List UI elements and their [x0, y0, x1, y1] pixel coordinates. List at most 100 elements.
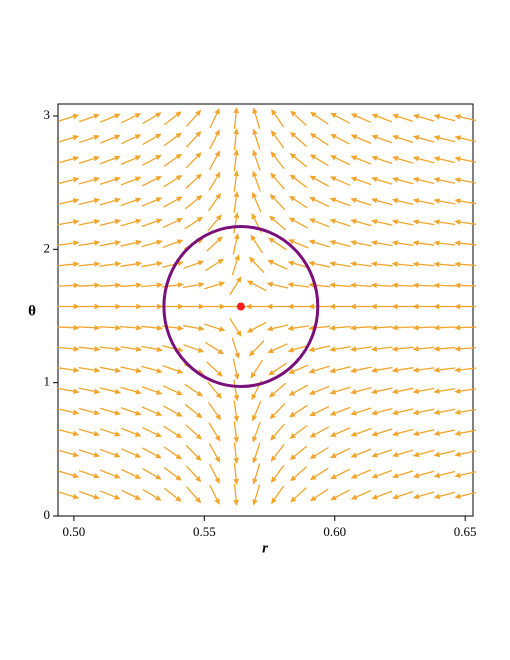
arrow-head — [392, 472, 399, 479]
arrow-shaft — [141, 386, 158, 393]
field-arrow — [252, 484, 261, 506]
arrow-shaft — [418, 221, 435, 226]
arrow-shaft — [439, 408, 456, 413]
arrow-shaft — [120, 199, 137, 207]
arrow-shaft — [273, 197, 286, 211]
arrow-shaft — [335, 136, 351, 145]
arrow-shaft — [120, 346, 137, 350]
field-arrow — [288, 364, 309, 374]
arrow-head — [155, 218, 163, 224]
field-arrow — [454, 156, 477, 163]
arrow-shaft — [207, 381, 219, 395]
arrow-head — [270, 151, 277, 158]
arrow-shaft — [78, 136, 95, 144]
field-arrow — [209, 464, 220, 484]
arrow-shaft — [120, 407, 137, 414]
field-arrow — [163, 487, 182, 502]
field-arrow — [141, 218, 163, 228]
arrow-shaft — [439, 137, 456, 143]
arrow-head — [371, 113, 379, 119]
field-arrow — [270, 151, 285, 170]
arrow-head — [371, 176, 378, 183]
arrow-shaft — [183, 344, 199, 351]
arrow-head — [433, 282, 440, 289]
field-arrow — [392, 470, 414, 479]
field-arrow — [412, 491, 435, 500]
arrow-shaft — [99, 448, 116, 456]
field-arrow — [229, 276, 242, 296]
arrow-head — [289, 411, 296, 418]
arrow-head — [329, 389, 337, 395]
field-arrow — [57, 177, 80, 185]
arrow-shaft — [272, 324, 289, 330]
arrow-head — [391, 409, 399, 416]
arrow-shaft — [355, 490, 372, 498]
field-arrow — [245, 303, 268, 310]
y-tick-label: 2 — [44, 240, 51, 255]
field-arrow — [329, 218, 351, 227]
field-arrow — [412, 261, 435, 268]
arrow-shaft — [355, 366, 372, 371]
arrow-head — [195, 152, 202, 159]
arrow-head — [93, 155, 101, 162]
arrow-shaft — [78, 326, 95, 329]
arrow-head — [392, 113, 399, 120]
arrow-shaft — [99, 469, 116, 477]
field-arrow — [309, 446, 329, 459]
arrow-head — [391, 324, 398, 331]
arrow-head — [289, 433, 296, 439]
arrow-head — [391, 388, 399, 395]
field-arrow — [99, 469, 121, 479]
arrow-head — [350, 431, 358, 437]
arrow-shaft — [206, 361, 219, 374]
field-arrow — [233, 484, 239, 507]
arrow-head — [412, 261, 419, 268]
field-arrow — [121, 489, 142, 500]
arrow-head — [93, 176, 101, 183]
field-arrow — [309, 426, 330, 438]
arrow-shaft — [120, 284, 137, 288]
arrow-shaft — [376, 221, 393, 226]
arrow-shaft — [397, 200, 414, 205]
arrow-head — [215, 413, 222, 421]
field-arrow — [99, 176, 121, 186]
arrow-shaft — [99, 115, 116, 123]
field-arrow — [329, 197, 351, 207]
arrow-shaft — [314, 114, 329, 125]
arrow-shaft — [293, 177, 308, 189]
field-arrow — [99, 113, 121, 123]
field-arrow — [251, 191, 262, 213]
arrow-shaft — [99, 346, 116, 350]
arrow-head — [433, 177, 440, 183]
field-arrow — [266, 281, 289, 289]
arrow-head — [412, 346, 419, 352]
arrow-shaft — [99, 263, 116, 267]
arrow-head — [350, 134, 358, 140]
field-arrow — [141, 345, 163, 353]
arrow-shaft — [460, 221, 477, 225]
arrow-head — [73, 303, 80, 310]
arrow-head — [268, 369, 275, 376]
arrow-head — [197, 347, 205, 353]
field-arrow — [433, 388, 456, 394]
arrow-head — [114, 134, 121, 140]
arrow-shaft — [207, 218, 219, 232]
field-arrow — [142, 154, 162, 166]
field-arrow — [371, 490, 393, 500]
arrow-head — [219, 303, 226, 310]
arrow-head — [270, 455, 277, 462]
arrow-shaft — [78, 449, 95, 456]
field-arrow — [290, 110, 307, 126]
arrow-shaft — [251, 321, 267, 331]
field-arrow — [330, 447, 351, 458]
field-arrow — [412, 387, 435, 395]
arrow-shaft — [233, 442, 237, 459]
arrow-head — [214, 129, 220, 136]
arrow-shaft — [397, 408, 414, 414]
plot-frame — [57, 103, 474, 517]
field-arrow — [412, 324, 435, 331]
field-arrow — [141, 197, 163, 207]
arrow-shaft — [78, 366, 95, 371]
field-arrow — [57, 324, 80, 331]
arrow-shaft — [460, 284, 477, 287]
